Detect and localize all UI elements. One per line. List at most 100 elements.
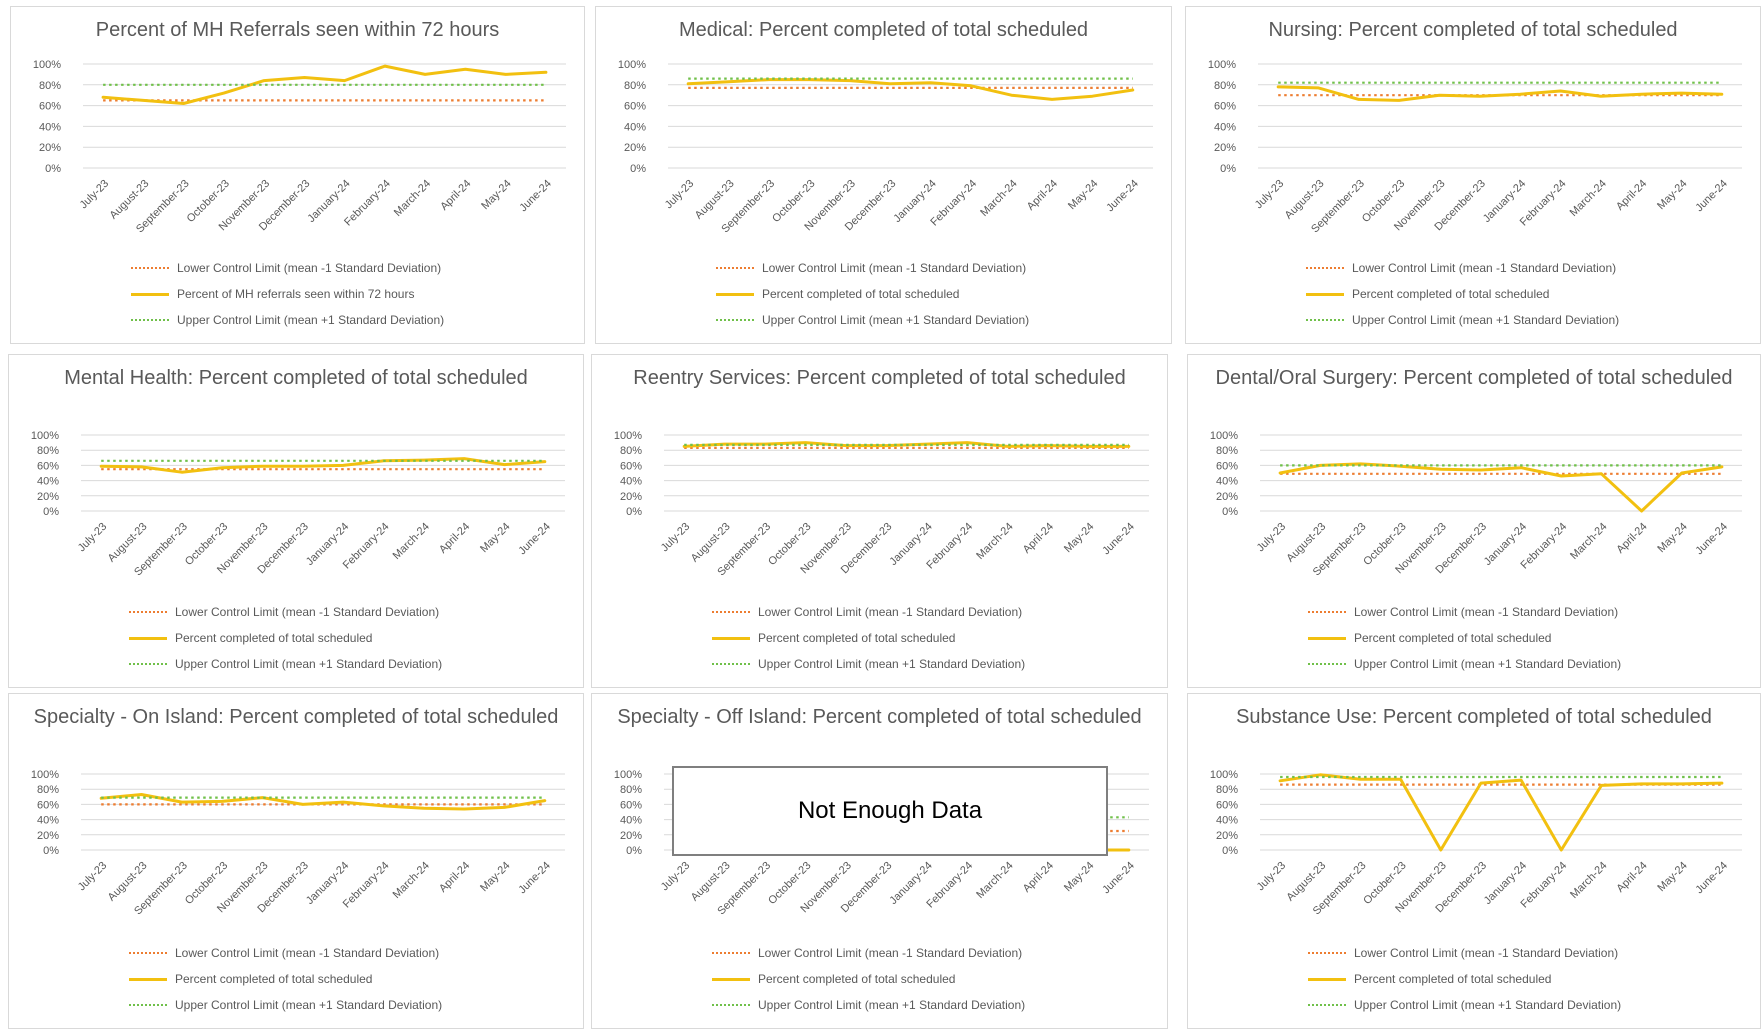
- legend-label: Lower Control Limit (mean -1 Standard De…: [177, 261, 442, 275]
- x-tick-label: May-24: [1655, 178, 1689, 212]
- y-tick-label: 20%: [1214, 142, 1236, 154]
- chart-title: Specialty - On Island: Percent completed…: [33, 706, 559, 728]
- chart-panel-7: Specialty - On Island: Percent completed…: [8, 693, 584, 1029]
- y-tick-label: 20%: [1216, 830, 1238, 842]
- legend-entry: Percent completed of total scheduled: [712, 631, 955, 645]
- chart-svg: 100%80%60%40%20%0%July-23August-23Septem…: [33, 59, 566, 235]
- series-line-percent-completed-of-total-scheduled: [686, 78, 1135, 101]
- y-tick-label: 100%: [1210, 430, 1238, 442]
- chart-svg: 100%80%60%40%20%0%July-23August-23Septem…: [1210, 430, 1742, 578]
- legend-entry: Percent completed of total scheduled: [129, 972, 372, 986]
- legend-entry: Upper Control Limit (mean +1 Standard De…: [129, 998, 442, 1012]
- y-tick-label: 0%: [1222, 845, 1238, 857]
- legend-entry: Lower Control Limit (mean -1 Standard De…: [129, 605, 439, 619]
- chart-title: Percent of MH Referrals seen within 72 h…: [95, 19, 500, 41]
- y-tick-label: 100%: [1208, 59, 1236, 71]
- x-tick-label: April-24: [438, 178, 473, 213]
- chart-svg: 100%80%60%40%20%0%July-23August-23Septem…: [31, 769, 565, 917]
- y-tick-label: 60%: [37, 799, 59, 811]
- y-tick-label: 80%: [620, 445, 642, 457]
- x-tick-label: March-24: [1568, 860, 1609, 901]
- x-tick-label: March-24: [391, 860, 432, 901]
- x-tick-label: April-24: [1614, 860, 1649, 895]
- legend-swatch: [712, 977, 750, 981]
- chart-title: Substance Use: Percent completed of tota…: [1236, 706, 1712, 728]
- legend-entry: Lower Control Limit (mean -1 Standard De…: [716, 261, 1026, 275]
- legend-entry: Percent completed of total scheduled: [1306, 287, 1549, 301]
- x-tick-label: June-24: [1693, 521, 1730, 558]
- legend-label: Percent completed of total scheduled: [1354, 631, 1552, 645]
- chart-panel-8: Specialty - Off Island: Percent complete…: [591, 693, 1168, 1029]
- x-tick-label: May-24: [478, 860, 512, 894]
- legend-swatch: [1308, 1004, 1346, 1006]
- chart-svg: 100%80%60%40%20%0%July-23August-23Septem…: [1210, 769, 1742, 917]
- legend-entry: Upper Control Limit (mean +1 Standard De…: [1306, 313, 1619, 327]
- y-tick-label: 20%: [39, 142, 61, 154]
- legend-label: Lower Control Limit (mean -1 Standard De…: [1354, 605, 1619, 619]
- y-tick-label: 20%: [1216, 491, 1238, 503]
- x-tick-label: April-24: [437, 521, 472, 556]
- x-tick-label: March-24: [392, 178, 433, 219]
- y-tick-label: 80%: [1214, 80, 1236, 92]
- legend-swatch: [1308, 663, 1346, 665]
- legend-label: Lower Control Limit (mean -1 Standard De…: [1352, 261, 1617, 275]
- legend-label: Percent of MH referrals seen within 72 h…: [177, 287, 415, 301]
- y-tick-label: 40%: [37, 476, 59, 488]
- legend-label: Upper Control Limit (mean +1 Standard De…: [175, 998, 443, 1012]
- y-tick-label: 0%: [45, 163, 61, 175]
- y-tick-label: 20%: [620, 491, 642, 503]
- legend-entry: Percent completed of total scheduled: [716, 287, 959, 301]
- x-tick-label: July-23: [659, 521, 693, 555]
- y-tick-label: 60%: [39, 101, 61, 113]
- y-tick-label: 0%: [43, 845, 59, 857]
- x-tick-label: March-24: [1568, 178, 1609, 219]
- x-tick-label: June-24: [516, 521, 553, 558]
- series-line-percent-completed-of-total-scheduled: [1276, 85, 1724, 102]
- legend-entry: Percent of MH referrals seen within 72 h…: [131, 287, 414, 301]
- y-tick-label: 100%: [1210, 769, 1238, 781]
- x-tick-label: March-24: [1568, 521, 1609, 562]
- y-tick-label: 40%: [37, 815, 59, 827]
- legend-entry: Upper Control Limit (mean +1 Standard De…: [1308, 657, 1621, 671]
- chart-svg: 100%80%60%40%20%0%July-23August-23Septem…: [1208, 59, 1742, 235]
- x-tick-label: April-24: [1614, 521, 1649, 556]
- legend-entry: Percent completed of total scheduled: [1308, 972, 1551, 986]
- y-tick-label: 80%: [620, 784, 642, 796]
- y-tick-label: 0%: [630, 163, 646, 175]
- legend-swatch: [712, 611, 750, 613]
- chart-panel-5: Reentry Services: Percent completed of t…: [591, 354, 1168, 688]
- x-tick-label: May-24: [1062, 521, 1096, 555]
- y-tick-label: 100%: [614, 430, 642, 442]
- legend-label: Upper Control Limit (mean +1 Standard De…: [1352, 313, 1620, 327]
- legend-entry: Lower Control Limit (mean -1 Standard De…: [131, 261, 441, 275]
- legend-swatch: [712, 952, 750, 954]
- legend-label: Lower Control Limit (mean -1 Standard De…: [175, 605, 440, 619]
- y-tick-label: 40%: [1216, 815, 1238, 827]
- x-tick-label: July-23: [1253, 178, 1287, 212]
- y-tick-label: 20%: [624, 142, 646, 154]
- x-tick-label: May-24: [478, 521, 512, 555]
- series-line-percent-completed-of-total-scheduled: [1278, 462, 1724, 513]
- y-tick-label: 20%: [37, 491, 59, 503]
- x-tick-label: April-24: [1025, 178, 1060, 213]
- legend-entry: Lower Control Limit (mean -1 Standard De…: [129, 946, 439, 960]
- y-tick-label: 0%: [626, 845, 642, 857]
- legend-entry: Lower Control Limit (mean -1 Standard De…: [1308, 605, 1618, 619]
- legend-label: Percent completed of total scheduled: [758, 972, 956, 986]
- y-tick-label: 60%: [1216, 799, 1238, 811]
- y-tick-label: 0%: [626, 506, 642, 518]
- legend-swatch: [129, 977, 167, 981]
- y-tick-label: 60%: [620, 799, 642, 811]
- legend-label: Upper Control Limit (mean +1 Standard De…: [1354, 657, 1622, 671]
- x-tick-label: June-24: [1104, 178, 1141, 215]
- legend-label: Upper Control Limit (mean +1 Standard De…: [762, 313, 1030, 327]
- legend-swatch: [712, 663, 750, 665]
- series-line-percent-completed-of-total-scheduled: [99, 457, 547, 474]
- legend-swatch: [129, 663, 167, 665]
- series-line-percent-completed-of-total-scheduled: [99, 793, 547, 811]
- y-tick-label: 80%: [1216, 784, 1238, 796]
- x-tick-label: July-23: [1255, 521, 1289, 555]
- x-tick-label: May-24: [1655, 860, 1689, 894]
- legend-swatch: [716, 267, 754, 269]
- y-tick-label: 0%: [1220, 163, 1236, 175]
